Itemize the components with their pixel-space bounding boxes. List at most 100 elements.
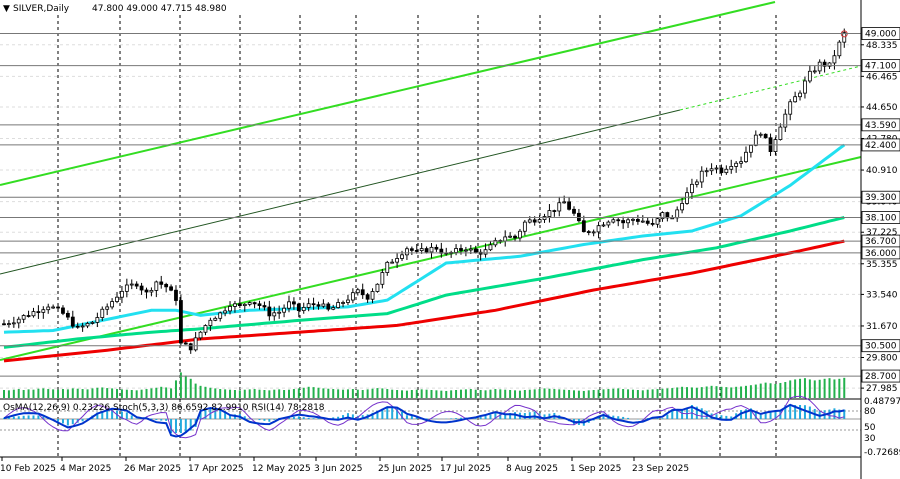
volume-bar	[140, 389, 143, 398]
time-tick-label: 12 May 2025	[252, 464, 311, 474]
candle-body	[690, 183, 694, 194]
osma-bar	[833, 408, 836, 419]
volume-bar	[636, 390, 639, 398]
candle-body	[70, 316, 75, 327]
osma-bar	[219, 410, 222, 419]
level-box	[861, 246, 900, 260]
osma-bar	[22, 415, 25, 419]
volume-bar	[91, 388, 94, 398]
candle-body	[532, 219, 537, 223]
volume-bar	[297, 388, 300, 398]
volume-bar	[86, 389, 89, 398]
price-tick-label: 46.465	[866, 72, 898, 82]
candle-body	[650, 222, 655, 225]
volume-bar	[690, 387, 693, 398]
volume-bar	[715, 386, 718, 398]
candle-body	[350, 292, 355, 301]
osma-bar	[337, 416, 340, 419]
candle-body	[621, 220, 626, 224]
header-arrow[interactable]: ▼	[3, 4, 10, 14]
candle-body	[763, 133, 768, 139]
volume-bar	[96, 387, 99, 398]
candle-body	[203, 325, 208, 333]
candle-body	[36, 311, 41, 313]
volume-bar	[42, 388, 45, 398]
volume-bar	[538, 389, 541, 398]
volume-bar	[828, 378, 831, 398]
candle-body	[616, 219, 621, 222]
candle-body	[837, 41, 842, 57]
candle-body	[267, 306, 272, 317]
candle-body	[178, 300, 183, 344]
candle-body	[262, 305, 267, 308]
volume-bar	[469, 389, 472, 398]
osma-bar	[17, 416, 20, 419]
osma-bar	[646, 418, 649, 419]
volume-bar	[386, 389, 389, 398]
candle-body	[120, 290, 124, 298]
osma-bar	[292, 416, 295, 419]
mid-channel-extension	[679, 65, 862, 111]
volume-bar	[425, 389, 428, 398]
price-tick-label: 37.225	[866, 228, 898, 238]
osma-bar	[415, 416, 418, 419]
candle-body	[611, 219, 616, 223]
candle-body	[798, 92, 802, 98]
osma-bar	[111, 409, 114, 419]
volume-bar	[464, 389, 467, 398]
volume-bar	[518, 390, 521, 398]
volume-bar	[818, 379, 821, 398]
candle-body	[704, 170, 709, 173]
osma-bar	[248, 418, 251, 419]
volume-bar	[499, 389, 502, 398]
volume-bar	[405, 390, 408, 398]
axis-labels: 48.33546.46544.65042.78040.91039.04037.2…	[0, 27, 900, 474]
volume-bar	[170, 388, 173, 398]
volume-bar	[671, 388, 674, 398]
osma-bar	[533, 411, 536, 419]
ema-green-line	[3, 216, 845, 349]
volume-bar	[66, 389, 69, 398]
volume-bar	[681, 386, 684, 398]
volume-bar	[700, 387, 703, 398]
volume-bar	[248, 389, 251, 398]
osma-bar	[799, 405, 802, 419]
volume-bar	[740, 386, 743, 398]
symbol-label: SILVER,Daily	[13, 4, 70, 14]
volume-bar	[730, 387, 733, 398]
volume-bar	[661, 388, 664, 398]
osma-bar	[784, 405, 787, 419]
volume-bar	[612, 388, 615, 398]
candle-body	[321, 303, 326, 307]
volume-bar	[838, 378, 841, 398]
level-box-label: 49.000	[865, 30, 897, 40]
candle-body	[591, 231, 596, 234]
candle-body	[739, 161, 743, 164]
candle-body	[473, 248, 478, 253]
volume-bar	[410, 390, 413, 398]
indicator-axis-label: -0.72689	[864, 448, 900, 458]
candle-body	[547, 210, 552, 217]
mid-channel-line	[0, 109, 681, 275]
osma-bar	[425, 418, 428, 419]
osma-bar	[86, 418, 89, 419]
candle-body	[783, 113, 788, 128]
volume-bar	[720, 386, 723, 398]
volume-bar	[71, 388, 74, 398]
osma-bar	[273, 419, 276, 420]
candle-body	[326, 303, 331, 310]
candle-body	[105, 306, 110, 310]
volume-bar	[602, 389, 605, 398]
volume-bar	[209, 387, 212, 398]
osma-bar	[342, 415, 345, 419]
osma-bar	[317, 418, 320, 419]
candle-body	[193, 337, 198, 351]
volume-bar	[258, 389, 261, 398]
osma-bar	[450, 418, 453, 419]
price-tick-label: 27.985	[866, 384, 898, 394]
osma-bar	[160, 419, 163, 421]
axes	[0, 0, 862, 479]
osma-bar	[258, 419, 261, 421]
osma-bar	[351, 414, 354, 419]
